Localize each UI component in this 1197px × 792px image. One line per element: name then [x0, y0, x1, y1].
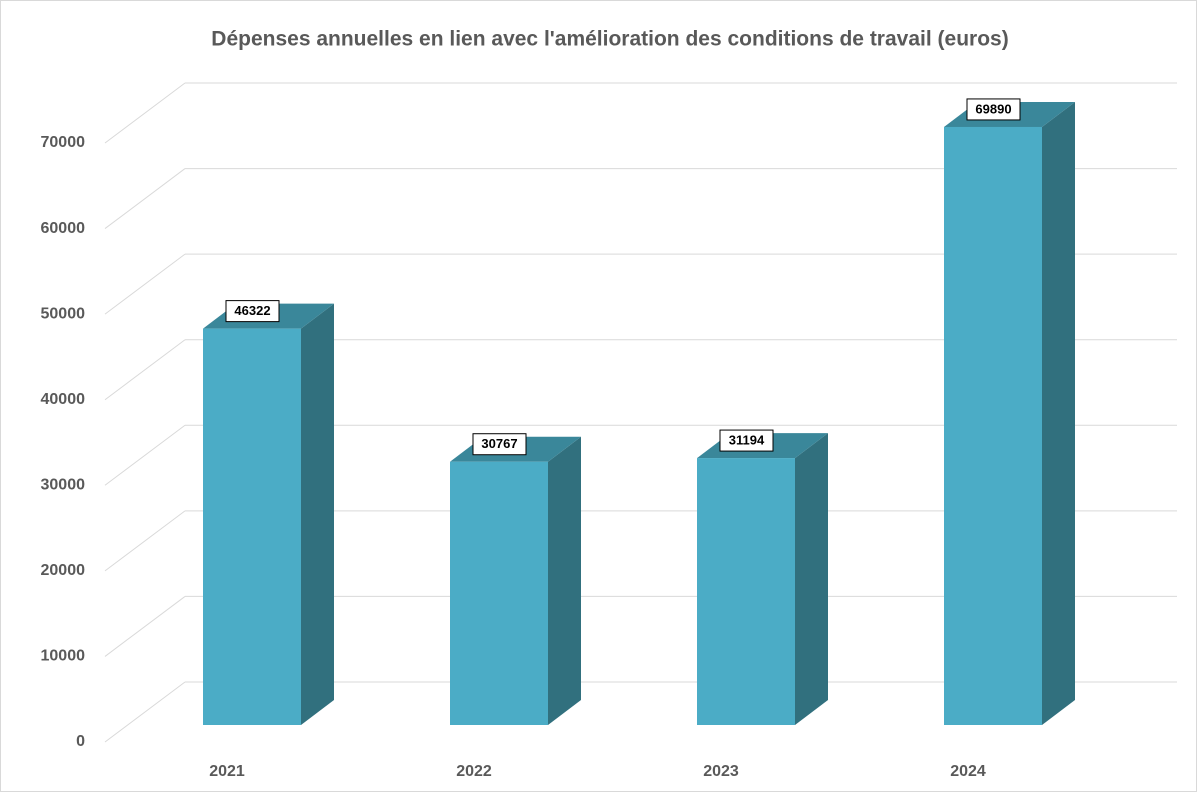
- x-tick-label: 2023: [703, 763, 739, 780]
- bar: [944, 126, 1042, 725]
- grid-line: [104, 82, 186, 144]
- y-tick-label: 20000: [41, 562, 86, 579]
- value-label-box: [719, 429, 774, 452]
- y-tick-label: 70000: [41, 134, 86, 151]
- x-tick-label: 2022: [456, 763, 492, 780]
- x-tick-label: 2024: [950, 763, 986, 780]
- grid-line: [104, 424, 186, 486]
- value-label-box: [966, 98, 1021, 121]
- value-label-box: [225, 300, 280, 323]
- x-tick-label: 2021: [209, 763, 245, 780]
- bar-side: [795, 433, 828, 725]
- chart-title: Dépenses annuelles en lien avec l'amélio…: [211, 28, 1008, 51]
- grid-line: [104, 681, 186, 743]
- y-tick-label: 10000: [41, 648, 86, 665]
- grid-line: [104, 596, 186, 657]
- y-tick-label: 50000: [41, 305, 86, 322]
- grid-line: [104, 339, 186, 401]
- bar-side: [548, 436, 581, 725]
- value-label: 69890: [975, 101, 1011, 116]
- value-label-box: [472, 433, 527, 456]
- value-label: 31194: [729, 433, 765, 448]
- value-label: 30767: [481, 436, 517, 451]
- bar: [697, 458, 795, 725]
- grid-line: [104, 168, 186, 229]
- grid-line: [104, 253, 186, 315]
- bar-side: [1042, 101, 1075, 725]
- bar: [450, 461, 548, 725]
- y-tick-label: 30000: [41, 477, 86, 494]
- y-tick-label: 60000: [41, 220, 86, 237]
- y-tick-label: 40000: [41, 391, 86, 408]
- bar-side: [301, 303, 334, 725]
- bar: [203, 328, 301, 725]
- value-label: 46322: [234, 303, 270, 318]
- y-tick-label: 0: [76, 733, 85, 750]
- grid-line: [104, 510, 186, 572]
